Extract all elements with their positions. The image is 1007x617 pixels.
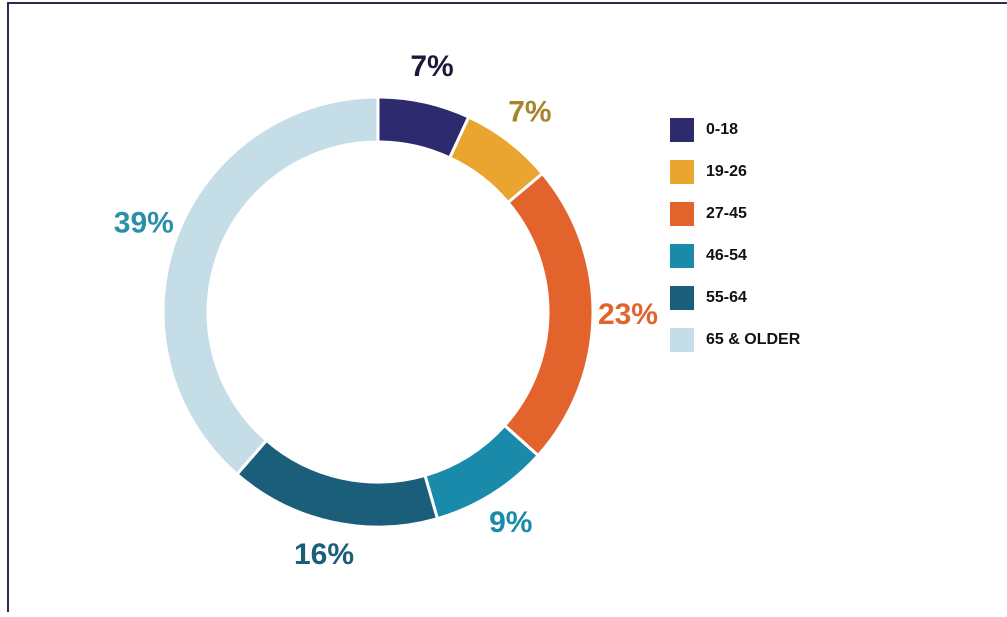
frame	[7, 2, 1007, 617]
data-label: 7%	[410, 50, 453, 83]
legend-label: 55-64	[706, 289, 747, 306]
legend-swatch	[670, 118, 694, 142]
donut-slice	[423, 423, 541, 521]
donut-slice	[502, 171, 595, 458]
legend-swatch	[670, 244, 694, 268]
legend-swatch	[670, 202, 694, 226]
legend-label: 0-18	[706, 121, 738, 138]
donut-slice	[161, 95, 380, 477]
legend-label: 46-54	[706, 247, 747, 264]
data-label: 7%	[508, 95, 551, 128]
data-label: 39%	[114, 206, 174, 239]
legend-label: 27-45	[706, 205, 747, 222]
data-label: 9%	[489, 506, 532, 539]
legend-swatch	[670, 160, 694, 184]
legend-label: 19-26	[706, 163, 747, 180]
legend-swatch	[670, 328, 694, 352]
legend-label: 65 & OLDER	[706, 331, 801, 348]
legend-swatch	[670, 286, 694, 310]
donut-slice	[234, 438, 440, 529]
data-label: 23%	[598, 298, 658, 331]
data-label: 16%	[294, 538, 354, 571]
